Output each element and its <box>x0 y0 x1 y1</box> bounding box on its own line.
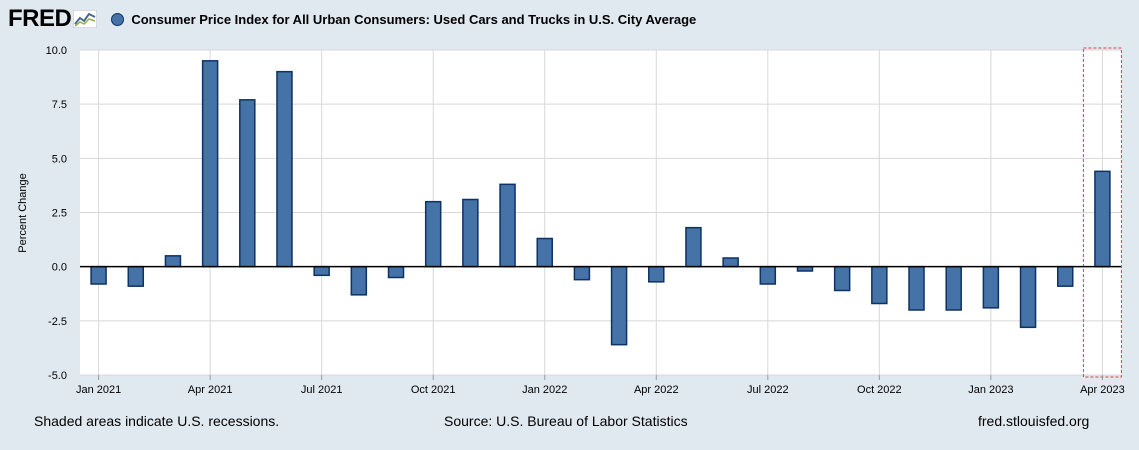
bar <box>908 265 925 311</box>
bar <box>648 265 665 283</box>
site-link[interactable]: fred.stlouisfed.org <box>978 413 1090 429</box>
bar <box>424 200 442 268</box>
bar <box>276 70 293 268</box>
y-tick-label: 5.0 <box>52 153 67 165</box>
bar <box>573 265 591 281</box>
bar <box>871 265 888 305</box>
bar <box>239 99 256 268</box>
bar <box>945 265 962 311</box>
x-tick-label: Jul 2022 <box>747 384 789 396</box>
bar <box>833 265 851 292</box>
recession-note: Shaded areas indicate U.S. recessions. <box>34 413 280 429</box>
x-tick-label: Jan 2023 <box>968 384 1013 396</box>
bar <box>759 265 777 285</box>
bar <box>610 265 628 346</box>
chart-header: FRED Consumer Price Index for All Urban … <box>8 5 696 33</box>
x-tick-label: Oct 2022 <box>857 384 902 396</box>
y-tick-label: 7.5 <box>52 99 67 111</box>
legend-marker <box>111 12 125 26</box>
bar <box>90 265 107 285</box>
source-note: Source: U.S. Bureau of Labor Statistics <box>444 413 688 429</box>
bar <box>201 60 219 268</box>
y-tick-label: 10.0 <box>46 45 67 57</box>
line-chart-icon <box>73 10 98 28</box>
x-tick-label: Apr 2022 <box>634 384 679 396</box>
x-tick-label: Jan 2022 <box>522 384 567 396</box>
bar <box>722 257 739 268</box>
x-tick-label: Oct 2021 <box>411 384 456 396</box>
y-tick-label: -5.0 <box>48 370 67 382</box>
fred-logo[interactable]: FRED <box>8 5 98 33</box>
bar <box>499 183 516 268</box>
bar <box>1019 265 1037 329</box>
chart-legend: Consumer Price Index for All Urban Consu… <box>111 12 696 27</box>
bar <box>387 265 405 279</box>
bar <box>164 255 182 268</box>
bar <box>313 265 330 277</box>
x-tick-label: Apr 2021 <box>188 384 233 396</box>
bar <box>462 198 479 268</box>
bar <box>350 265 368 296</box>
bar <box>127 265 145 287</box>
bar <box>1056 265 1074 287</box>
x-tick-label: Jan 2021 <box>76 384 121 396</box>
y-tick-label: -2.5 <box>48 316 67 328</box>
fred-logo-text: FRED <box>8 5 72 32</box>
x-tick-label: Apr 2023 <box>1080 384 1125 396</box>
bar <box>982 265 1000 309</box>
y-tick-label: 2.5 <box>52 208 67 220</box>
y-tick-label: 0.0 <box>52 262 67 274</box>
bar <box>685 226 702 268</box>
y-axis-label: Percent Change <box>17 173 29 253</box>
bar <box>1094 170 1111 268</box>
x-tick-label: Jul 2021 <box>301 384 343 396</box>
bar <box>536 237 553 268</box>
legend-series-title: Consumer Price Index for All Urban Consu… <box>131 11 697 27</box>
